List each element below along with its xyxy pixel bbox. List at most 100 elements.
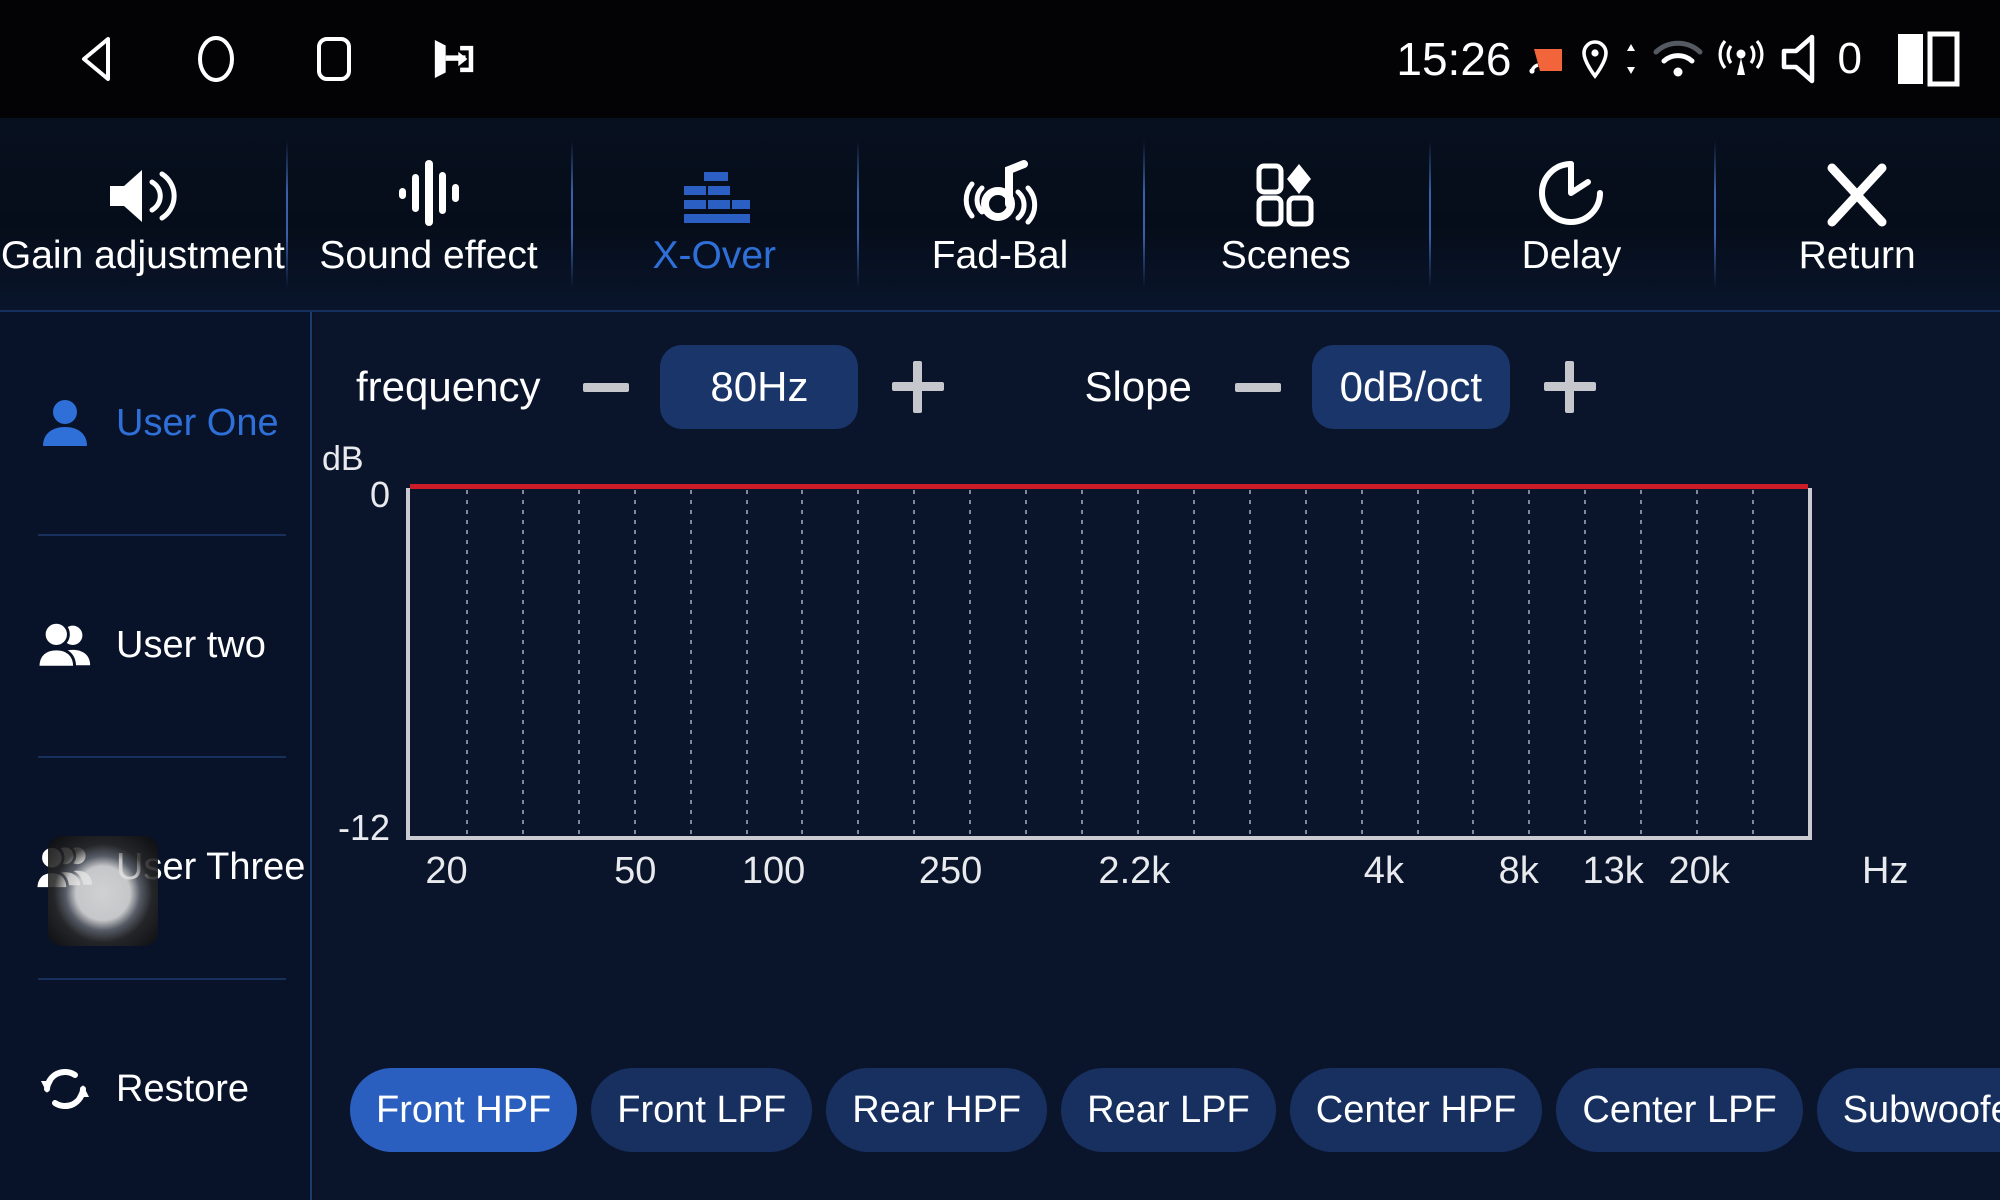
location-icon	[1580, 38, 1610, 80]
tab-label: Gain adjustment	[0, 233, 285, 277]
slope-control: Slope 0dB/oct	[1084, 345, 1605, 429]
gridline	[521, 490, 524, 836]
sidebar-item-user-three[interactable]: User Three	[0, 756, 310, 978]
x-tick-label: 2.2k	[1098, 850, 1171, 892]
gridline	[1248, 490, 1251, 836]
y-tick-bottom: -12	[337, 807, 390, 848]
waveform-icon	[393, 154, 465, 228]
wifi-icon	[1652, 38, 1704, 80]
tab-return[interactable]: Return	[1714, 118, 2000, 310]
status-clock: 15:26	[1396, 33, 1512, 85]
filter-chip[interactable]: Center LPF	[1556, 1068, 1803, 1152]
gridline	[1192, 490, 1195, 836]
tab-label: Scenes	[1220, 233, 1351, 277]
tab-label: Sound effect	[319, 233, 538, 277]
filter-chip[interactable]: Rear HPF	[826, 1068, 1048, 1152]
gridline	[1136, 490, 1139, 836]
gridline	[1752, 490, 1755, 836]
back-icon[interactable]	[70, 31, 126, 87]
music-note-waves-icon	[956, 154, 1044, 228]
two-users-icon	[36, 618, 94, 672]
plus-icon	[892, 361, 945, 413]
frequency-control: frequency 80Hz	[356, 345, 954, 429]
slope-label: Slope	[1084, 363, 1192, 410]
gridline	[1081, 490, 1084, 836]
x-axis-unit: Hz	[1862, 850, 1909, 892]
gridline	[1025, 490, 1028, 836]
y-axis-title: dB	[322, 440, 364, 478]
filter-chip-row: Front HPF Front LPF Rear HPF Rear LPF Center…	[350, 1068, 2000, 1152]
volume-icon	[1778, 33, 1828, 85]
x-tick-label: 100	[741, 850, 806, 892]
sidebar-item-user-one[interactable]: User One	[0, 312, 310, 534]
gridline	[1584, 490, 1587, 836]
tab-delay[interactable]: Delay	[1428, 118, 1715, 310]
navigation-bar	[70, 31, 480, 87]
status-tray: 15:26	[1396, 0, 1960, 118]
gridline	[633, 490, 636, 836]
filter-chip[interactable]: Rear LPF	[1061, 1068, 1276, 1152]
gridline	[1416, 490, 1419, 836]
crossover-panel: frequency 80Hz Slope 0dB/oct	[314, 312, 2000, 1200]
minus-icon	[583, 382, 630, 392]
x-tick-label: 13k	[1582, 850, 1644, 892]
minus-icon	[1234, 382, 1281, 392]
tab-x-over[interactable]: X-Over	[571, 118, 857, 310]
frequency-response-chart: dB 0 -12 20 50 100 250 2.2k 4k 8k 13k 20k Hz	[314, 440, 2000, 922]
exit-app-icon[interactable]	[424, 31, 480, 87]
tab-label: Return	[1798, 233, 1916, 277]
tiles-icon	[1251, 154, 1321, 228]
stopwatch-icon	[1536, 154, 1606, 228]
tab-label: Fad-Bal	[931, 233, 1069, 277]
tab-fad-bal[interactable]: Fad-Bal	[857, 118, 1143, 310]
tab-scenes[interactable]: Scenes	[1142, 118, 1429, 310]
sidebar-item-restore[interactable]: Restore	[0, 978, 310, 1200]
gridline	[465, 490, 468, 836]
y-tick-top: 0	[369, 474, 390, 515]
x-tick-label: 20	[425, 850, 468, 892]
gridline	[801, 490, 804, 836]
slope-increment-button[interactable]	[1534, 351, 1606, 423]
volume-level: 0	[1837, 34, 1862, 83]
sidebar-item-label: User One	[116, 401, 279, 444]
gridline	[1696, 490, 1699, 836]
gridline	[1304, 490, 1307, 836]
sidebar-item-label: User Three	[116, 845, 306, 888]
home-icon[interactable]	[188, 31, 244, 87]
gridline	[913, 490, 916, 836]
filter-chip[interactable]: Front HPF	[350, 1068, 578, 1152]
gridline	[689, 490, 692, 836]
filter-chip[interactable]: Front LPF	[591, 1068, 813, 1152]
gridline	[745, 490, 748, 836]
filter-chip[interactable]: Center HPF	[1289, 1068, 1543, 1152]
cast-icon	[1526, 41, 1566, 77]
single-user-icon	[36, 396, 94, 450]
frequency-decrement-button[interactable]	[570, 351, 642, 423]
slope-decrement-button[interactable]	[1222, 351, 1294, 423]
tab-label: X-Over	[652, 233, 777, 277]
frequency-value[interactable]: 80Hz	[660, 345, 859, 429]
sidebar-item-label: User two	[116, 623, 266, 666]
slope-value[interactable]: 0dB/oct	[1311, 345, 1510, 429]
filter-chip[interactable]: Subwoofer..	[1816, 1068, 2000, 1152]
recent-apps-icon[interactable]	[306, 31, 362, 87]
sidebar-item-user-two[interactable]: User two	[0, 534, 310, 756]
tab-sound-effect[interactable]: Sound effect	[285, 118, 572, 310]
split-screen-icon[interactable]	[1896, 31, 1960, 87]
frequency-increment-button[interactable]	[882, 351, 954, 423]
gridline	[857, 490, 860, 836]
gridline	[1360, 490, 1363, 836]
refresh-restore-icon	[36, 1061, 94, 1117]
gridline	[577, 490, 580, 836]
user-preset-sidebar: User One User two	[0, 312, 312, 1200]
hotspot-icon	[1718, 37, 1764, 81]
gridline	[1640, 490, 1643, 836]
tab-gain-adjustment[interactable]: Gain adjustment	[0, 118, 286, 310]
chart-plot-area	[406, 484, 1812, 840]
three-users-icon	[36, 840, 94, 894]
x-tick-label: 8k	[1498, 850, 1539, 892]
equalizer-bars-icon	[674, 154, 754, 228]
plus-icon	[1543, 361, 1596, 413]
x-tick-label: 20k	[1668, 850, 1730, 892]
